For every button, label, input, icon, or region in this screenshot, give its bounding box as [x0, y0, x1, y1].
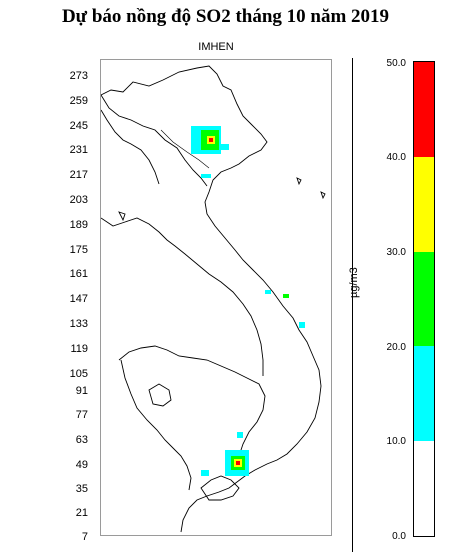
border-china: [101, 109, 160, 185]
map-canvas: [101, 65, 326, 533]
y-tick-label: 63: [75, 434, 88, 446]
gulf-island-1: [118, 211, 126, 222]
y-tick-label: 189: [69, 219, 88, 231]
hanoi-hotspot: [191, 126, 229, 178]
tonle-sap-lake: [148, 383, 172, 407]
colorbar-band-4: [414, 62, 434, 157]
border-interior-1: [101, 217, 264, 376]
colorbar-tick-label: 10.0: [386, 436, 406, 447]
central-coast-spot: [265, 290, 305, 328]
hcmc-hotspot: [201, 432, 249, 476]
y-tick-label: 217: [69, 169, 88, 181]
y-tick-label: 203: [69, 194, 88, 206]
y-tick-label: 231: [69, 144, 88, 156]
gulf-island-3: [320, 191, 326, 200]
colorbar-tick-label: 0.0: [392, 531, 406, 542]
border-cambodia: [118, 345, 266, 457]
mekong-delta: [200, 475, 240, 501]
colorbar-band-2: [414, 251, 434, 347]
map-panel: [100, 59, 332, 536]
y-tick-label: 49: [75, 459, 88, 471]
river-red: [160, 129, 210, 169]
y-tick-label: 7: [81, 531, 88, 543]
y-tick-label: 273: [69, 70, 88, 82]
colorbar-tick-label: 20.0: [386, 342, 406, 353]
y-tick-label: 161: [69, 268, 88, 280]
colorbar-band-3: [414, 156, 434, 252]
y-tick-label: 175: [69, 244, 88, 256]
y-tick-label: 21: [75, 507, 88, 519]
colorbar-tick-label: 30.0: [386, 247, 406, 258]
y-tick-label: 77: [75, 409, 88, 421]
colorbar-tick-label: 50.0: [386, 58, 406, 69]
colorbar-band-1: [414, 346, 434, 442]
map-subtitle: IMHEN: [198, 41, 234, 53]
border-south: [120, 359, 192, 491]
gulf-island-2: [296, 177, 302, 186]
y-tick-label: 35: [75, 483, 88, 495]
colorbar: [413, 61, 435, 537]
colorbar-band-0: [414, 441, 434, 536]
colorbar-axis-line: [352, 58, 353, 552]
y-tick-label: 245: [69, 120, 88, 132]
y-tick-label: 119: [70, 343, 88, 355]
map-title: Dự báo nồng độ SO2 tháng 10 năm 2019: [61, 6, 390, 27]
y-tick-label: 259: [69, 95, 88, 107]
y-tick-label: 105: [69, 368, 88, 380]
colorbar-tick-label: 40.0: [386, 152, 406, 163]
border-laos: [101, 94, 208, 187]
colorbar-unit-label: µg/m3: [348, 267, 360, 298]
y-tick-label: 147: [69, 293, 88, 305]
y-tick-label: 91: [75, 385, 88, 397]
coastline-outline: [101, 65, 322, 533]
y-tick-label: 133: [69, 318, 88, 330]
